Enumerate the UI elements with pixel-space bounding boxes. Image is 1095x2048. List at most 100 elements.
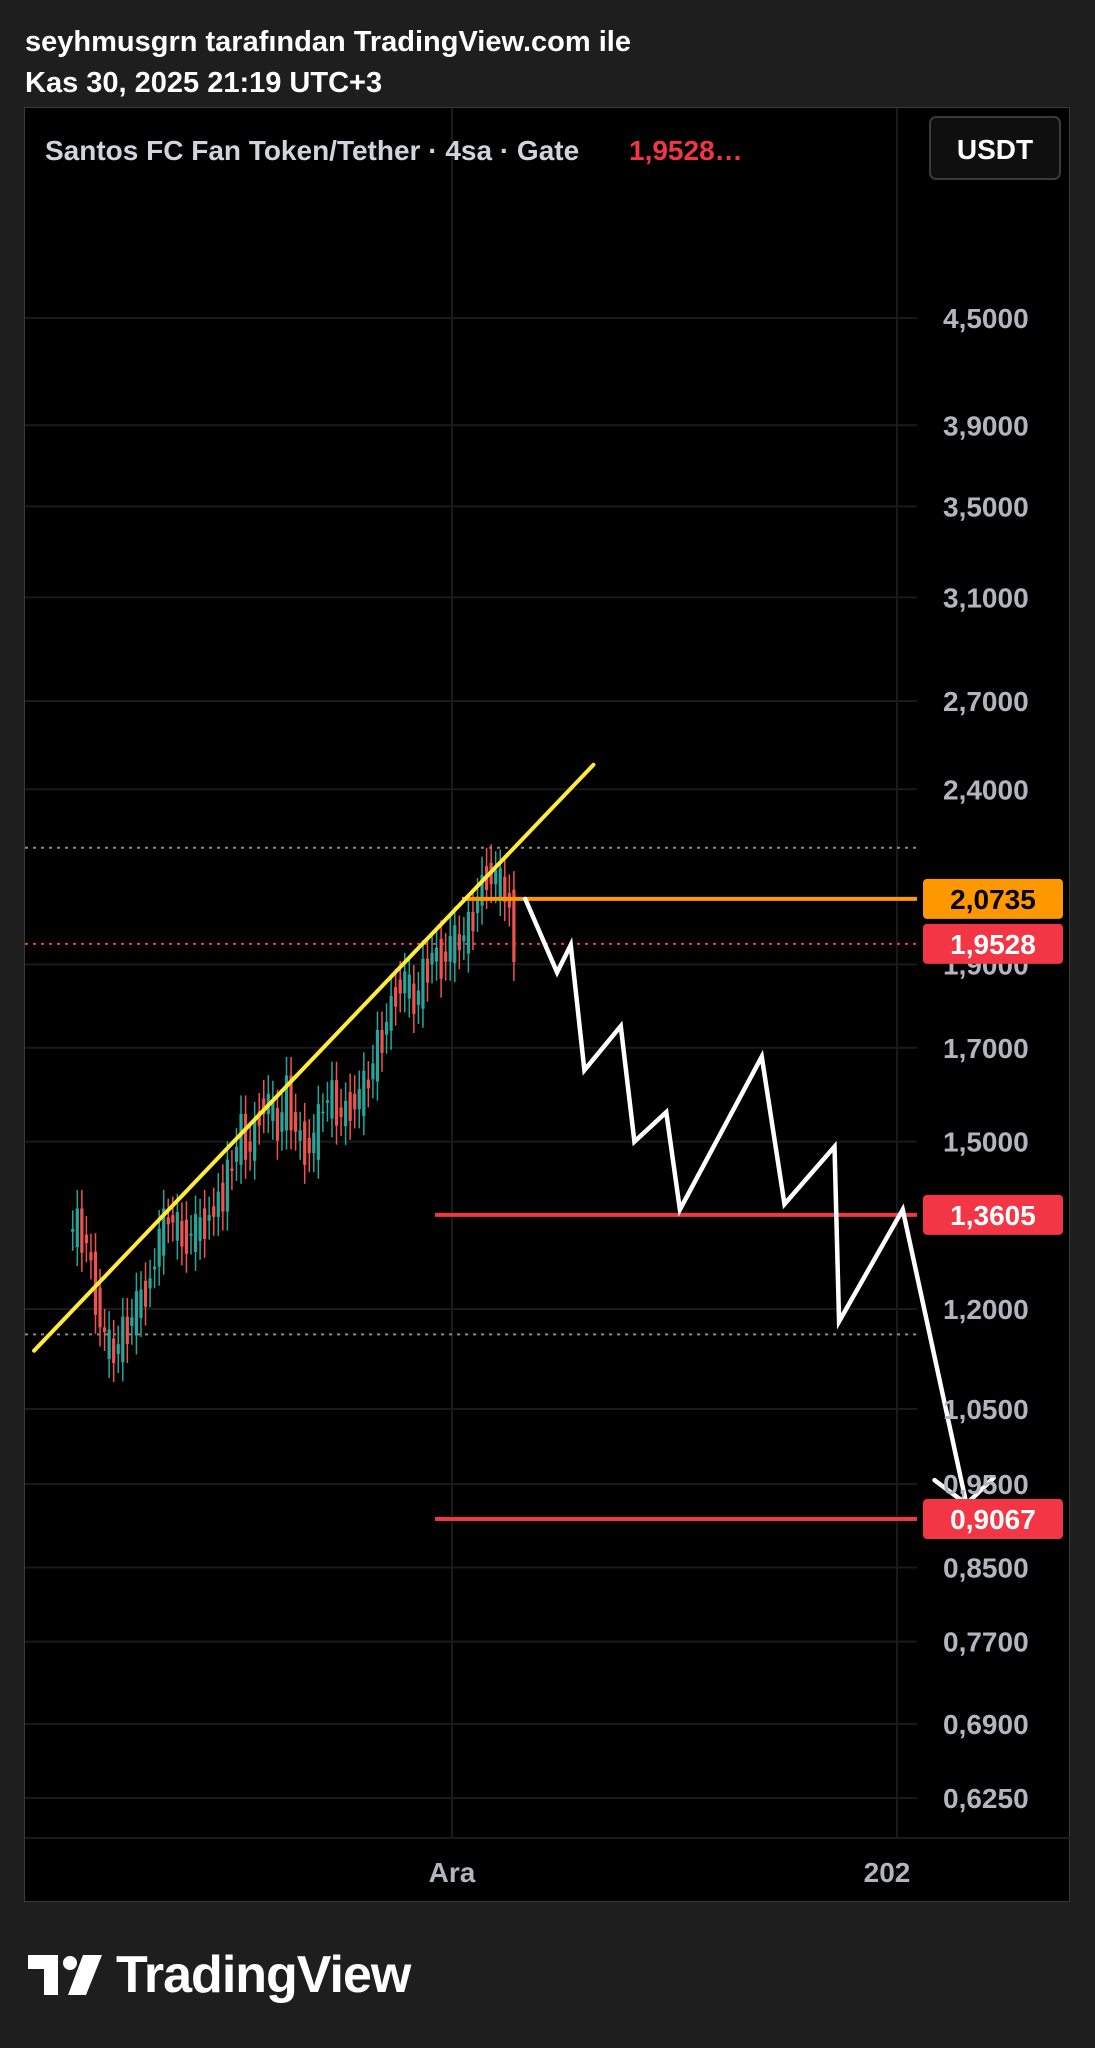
- candle-body: [143, 1280, 148, 1307]
- price-label-0-9067: 0,9067: [923, 1499, 1063, 1540]
- y-tick-label: 0,7700: [943, 1627, 1029, 1658]
- candle-body: [125, 1316, 129, 1345]
- y-tick-label: 0,6250: [943, 1783, 1029, 1814]
- y-tick-label: 3,5000: [943, 491, 1029, 522]
- currency-button-label[interactable]: USDT: [957, 134, 1033, 165]
- candle-body: [175, 1212, 179, 1241]
- symbol-title: Santos FC Fan Token/Tether · 4sa · Gate: [45, 135, 579, 166]
- candle-body: [198, 1217, 202, 1241]
- candle-body: [325, 1100, 330, 1103]
- candle-body: [439, 938, 443, 979]
- candle-body: [275, 1108, 280, 1141]
- candle-body: [394, 987, 398, 1007]
- y-tick-label: 1,0500: [943, 1394, 1029, 1425]
- candle-body: [171, 1215, 175, 1223]
- candle-body: [498, 868, 502, 897]
- candle-body: [330, 1080, 334, 1119]
- candle-body: [475, 896, 480, 913]
- candle-body: [434, 947, 439, 962]
- candle-body: [375, 1030, 380, 1082]
- date-line: Kas 30, 2025 21:19 UTC+3: [25, 67, 383, 99]
- candle-body: [384, 1021, 389, 1035]
- candle-body: [398, 979, 402, 994]
- candle-body: [448, 936, 452, 962]
- candle-body: [248, 1141, 252, 1152]
- candle-body: [334, 1080, 339, 1126]
- candle-body: [112, 1338, 116, 1364]
- candle-body: [407, 974, 411, 999]
- candle-body: [134, 1291, 139, 1336]
- y-tick-label: 2,7000: [943, 686, 1029, 717]
- candle-body: [212, 1206, 216, 1217]
- candle-body: [403, 971, 407, 994]
- candle-body: [216, 1191, 220, 1217]
- candle-body: [444, 951, 448, 962]
- candle-body: [344, 1100, 348, 1127]
- candle-body: [412, 983, 416, 1015]
- candle-body: [312, 1132, 316, 1154]
- axis-layer: 4,50003,90003,50003,10002,70002,40001,90…: [429, 303, 1029, 1888]
- candle-body: [371, 1063, 375, 1080]
- currency-button[interactable]: USDT: [929, 116, 1061, 180]
- candle-body: [193, 1214, 198, 1252]
- y-tick-label: 3,9000: [943, 410, 1029, 441]
- y-tick-label: 0,6900: [943, 1709, 1029, 1740]
- candle-body: [239, 1113, 243, 1165]
- candle-body: [84, 1234, 88, 1244]
- candle-body: [98, 1287, 102, 1328]
- candle-body: [234, 1146, 239, 1162]
- candle-body: [271, 1099, 275, 1121]
- candle-body: [453, 925, 457, 964]
- candle-body: [430, 952, 434, 965]
- candle-body: [298, 1130, 302, 1141]
- candle-body: [307, 1137, 311, 1154]
- candle-body: [503, 876, 507, 903]
- candle-body: [284, 1075, 289, 1131]
- y-tick-label: 0,9500: [943, 1469, 1029, 1500]
- footer-logo: TradingView: [28, 1945, 411, 2005]
- candle-body: [262, 1098, 266, 1115]
- author-line: seyhmusgrn tarafından TradingView.com il…: [25, 26, 631, 58]
- candle-body: [107, 1329, 111, 1360]
- chart-frame[interactable]: 4,5000 3,9000 3,5000 3,1000 2,7000 2,4000 1,90…: [24, 107, 1071, 1903]
- candle-body: [225, 1159, 229, 1212]
- candle-body: [421, 958, 425, 1009]
- candle-body: [416, 990, 420, 1005]
- candle-body: [494, 869, 498, 885]
- candle-body: [93, 1251, 98, 1315]
- currency-button-bg[interactable]: [929, 116, 1061, 180]
- y-tick-label: 2,4000: [943, 774, 1029, 805]
- candle-body: [289, 1075, 293, 1131]
- candle-body: [366, 1079, 370, 1089]
- candle-body: [207, 1215, 211, 1221]
- price-label-bg: [923, 923, 1063, 964]
- candle-body: [75, 1208, 79, 1248]
- candle-body: [425, 958, 430, 983]
- candle-body: [116, 1344, 120, 1355]
- y-tick-label: 1,7000: [943, 1033, 1029, 1064]
- chart-svg[interactable]: 4,50003,90003,50003,10002,70002,40001,90…: [25, 108, 1071, 1903]
- candle-body: [221, 1182, 225, 1212]
- tradingview-logo-icon: [28, 1955, 102, 1995]
- price-label-text: 1,9528: [950, 929, 1036, 960]
- x-tick-label: Ara: [429, 1857, 476, 1888]
- candle-body: [362, 1070, 366, 1117]
- drawing-layer[interactable]: [32, 762, 996, 1522]
- candle-body: [157, 1228, 161, 1267]
- y-tick-label: 3,1000: [943, 582, 1029, 613]
- candle-body: [148, 1278, 152, 1289]
- grid-layer: [25, 108, 1071, 1839]
- candle-body: [203, 1208, 207, 1239]
- candle-body: [471, 911, 475, 932]
- candle-body: [230, 1168, 234, 1171]
- candle-body: [321, 1111, 325, 1114]
- candle-body: [80, 1208, 84, 1253]
- candle-body: [166, 1217, 170, 1225]
- candle-body: [353, 1093, 357, 1110]
- candle-body: [139, 1289, 143, 1318]
- candle-body: [457, 934, 461, 951]
- candle-body: [339, 1107, 343, 1118]
- candle-body: [162, 1208, 166, 1256]
- price-label-text: 2,0735: [950, 884, 1036, 915]
- candle-body: [316, 1104, 320, 1160]
